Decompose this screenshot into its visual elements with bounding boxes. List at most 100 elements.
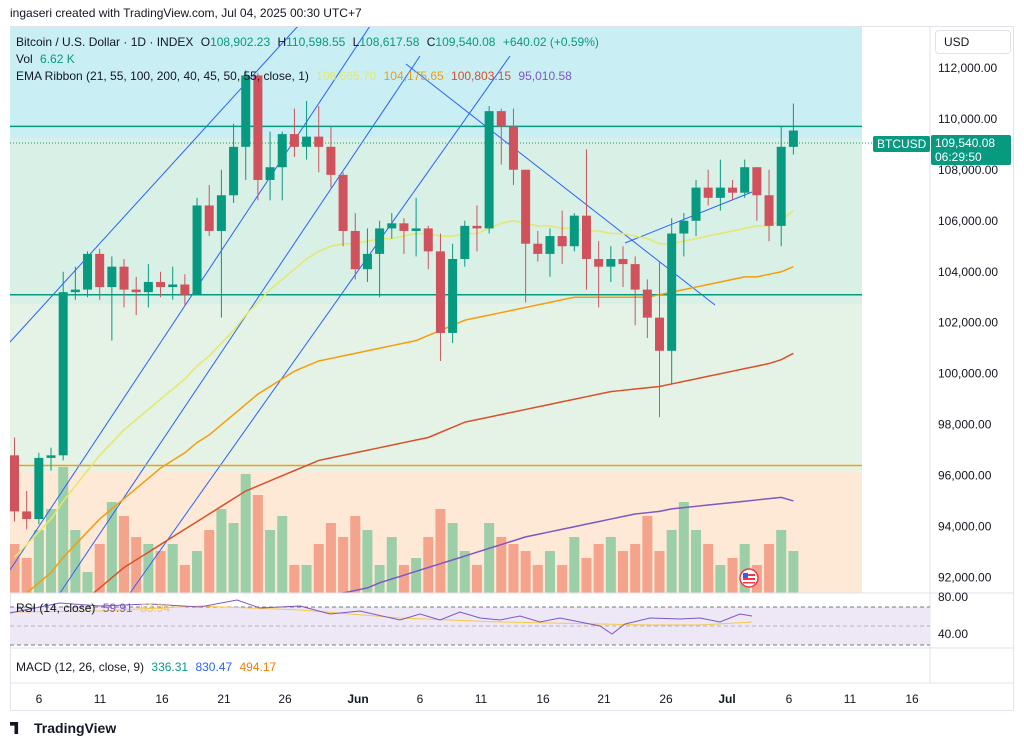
candle-body[interactable] [143,281,153,293]
candle-body[interactable] [496,111,506,127]
candle-body[interactable] [776,146,786,226]
tradingview-logo[interactable]: TradingView [10,720,116,736]
candle-body[interactable] [58,292,68,456]
candle-body[interactable] [435,251,445,333]
volume-bar [557,565,568,593]
volume-legend[interactable]: Vol 6.62 K [16,52,79,66]
candle-body[interactable] [423,228,433,252]
ema-legend[interactable]: EMA Ribbon (21, 55, 100, 200, 40, 45, 50… [16,69,576,83]
rsi-legend[interactable]: RSI (14, close) 59.91 53.94 [16,601,174,615]
volume-bar [654,551,665,593]
candle-body[interactable] [630,264,640,290]
channel-line-4[interactable] [129,55,511,593]
candle-body[interactable] [241,75,251,147]
trendlines[interactable] [10,26,753,593]
volume-bar [459,551,470,593]
volume-bar [532,565,543,593]
candle-body[interactable] [131,289,141,293]
us-flag-icon[interactable] [739,568,759,588]
candle-body[interactable] [557,236,567,247]
candle-body[interactable] [265,167,275,180]
candle-body[interactable] [618,259,628,265]
candle-body[interactable] [508,126,518,170]
candle-body[interactable] [484,111,494,229]
candle-body[interactable] [752,167,762,196]
y-tick-label: 108,000.00 [938,163,998,177]
candle-body[interactable] [229,146,239,196]
x-tick-label: 26 [659,692,673,706]
volume-bar [228,523,239,593]
candle-body[interactable] [70,289,80,293]
candle-body[interactable] [521,169,531,244]
candle-body[interactable] [545,236,555,254]
candle-body[interactable] [204,205,214,231]
candle-body[interactable] [83,253,93,290]
candle-body[interactable] [289,134,299,147]
volume-bar [325,523,336,593]
ema-line-1 [25,265,794,593]
symbol-legend[interactable]: Bitcoin / U.S. Dollar · 1D · INDEX O108,… [16,35,603,49]
candle-body[interactable] [10,455,19,512]
candle-body[interactable] [460,225,470,260]
candle-body[interactable] [302,136,312,147]
last-price-value: 109,540.08 [935,136,996,150]
volume-bar [46,509,57,593]
rsi-40-tick: 40.00 [938,627,968,641]
volume-bar [106,502,117,593]
candle-body[interactable] [314,136,324,147]
candle-body[interactable] [594,259,604,267]
candle-body[interactable] [107,266,117,288]
candle-body[interactable] [581,215,591,260]
price-chart[interactable]: 92,000.00 94,000.00 96,000.00 98,000.00 100,… [0,0,1024,720]
currency-selector[interactable]: USD [935,30,1011,54]
candle-body[interactable] [448,259,458,333]
candle-body[interactable] [606,259,616,267]
tradingview-logo-icon [10,722,19,734]
candle-body[interactable] [715,187,725,198]
candle-body[interactable] [362,253,372,270]
macd-legend[interactable]: MACD (12, 26, close, 9) 336.31 830.47 49… [16,660,280,674]
candle-body[interactable] [168,284,178,288]
candle-body[interactable] [338,174,348,231]
candle-body[interactable] [277,134,287,168]
candle-body[interactable] [22,511,32,520]
volume-bar [423,537,434,593]
candle-body[interactable] [180,284,190,295]
candle-body[interactable] [472,225,482,229]
symbol-name[interactable]: Bitcoin / U.S. Dollar · 1D · INDEX [16,35,194,49]
candle-body[interactable] [350,230,360,270]
candle-body[interactable] [655,317,665,351]
candle-body[interactable] [533,243,543,254]
candle-body[interactable] [691,187,701,221]
uptrend-line[interactable] [624,191,753,244]
candle-body[interactable] [95,253,105,288]
candle-body[interactable] [569,215,579,247]
candle-body[interactable] [642,289,652,318]
candle-body[interactable] [326,146,336,175]
candle-body[interactable] [46,455,56,458]
candle-body[interactable] [399,223,409,231]
candle-body[interactable] [667,233,677,351]
candle-body[interactable] [34,457,44,520]
candle-body[interactable] [703,187,713,198]
candle-body[interactable] [375,228,385,254]
x-tick-label: 11 [844,692,857,706]
candle-body[interactable] [679,220,689,234]
candle-body[interactable] [728,187,738,193]
candle-body[interactable] [119,266,129,290]
candle-body[interactable] [788,130,798,147]
candle-body[interactable] [411,228,421,231]
candle-body[interactable] [764,195,774,226]
channel-line-2[interactable] [10,26,370,571]
x-tick-label: 16 [155,692,169,706]
downtrend-line[interactable] [405,63,716,306]
candle-body[interactable] [156,281,166,288]
channel-line-3[interactable] [59,55,421,593]
y-tick-label: 102,000.00 [938,316,998,330]
candle-body[interactable] [192,205,202,295]
candle-body[interactable] [216,195,226,231]
candle-body[interactable] [387,223,397,229]
x-tick-label: 11 [94,692,107,706]
candle-body[interactable] [253,75,263,180]
candle-body[interactable] [740,167,750,193]
